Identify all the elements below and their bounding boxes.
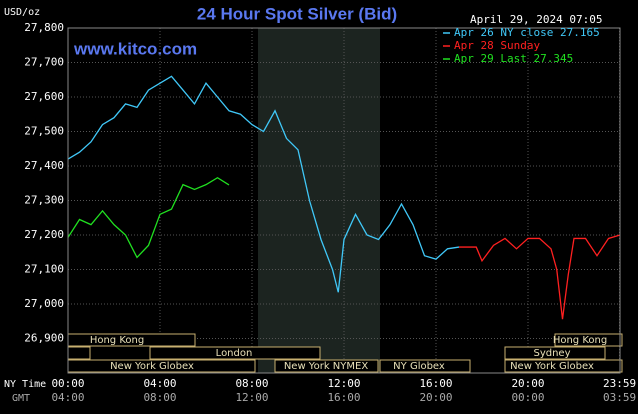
session-label: New York NYMEX [284, 361, 369, 372]
session-box [274, 359, 379, 373]
legend-label: Apr 28 Sunday [454, 39, 540, 52]
x-tick-label: 04:00 [143, 377, 176, 390]
session-label: Hong Kong [553, 335, 607, 346]
x-tick-label: 08:00 [235, 377, 268, 390]
legend-label: Apr 29 Last 27.345 [454, 52, 573, 65]
x2-tick-label: 04:00 [51, 391, 84, 404]
session-label: Sydney [533, 348, 570, 359]
session-box [379, 359, 471, 373]
price-line [459, 234, 621, 320]
y-tick-label: 27,000 [24, 297, 64, 310]
shaded-hours [258, 28, 380, 373]
x2-tick-label: 16:00 [327, 391, 360, 404]
timestamp: April 29, 2024 07:05 [470, 13, 602, 26]
x-tick-label: 00:00 [51, 377, 84, 390]
session-box [554, 333, 623, 347]
x-tick-label: 16:00 [419, 377, 452, 390]
sessions: Hong Kong Hong Kong London Sydney New Yo… [67, 333, 623, 373]
session-box [504, 359, 623, 373]
session-label: New York Globex [110, 361, 194, 372]
x2-axis-label: GMT [12, 393, 30, 404]
y-unit: USD/oz [4, 7, 40, 18]
y-tick-label: 27,200 [24, 228, 64, 241]
session-label: London [216, 348, 253, 359]
x2-tick-label: 00:00 [511, 391, 544, 404]
x-tick-label: 23:59 [603, 377, 636, 390]
x-axis-label: NY Time [4, 379, 46, 390]
y-tick-label: 27,400 [24, 159, 64, 172]
x2-tick-label: 20:00 [419, 391, 452, 404]
plot-frame [67, 27, 621, 374]
x-tick-label: 20:00 [511, 377, 544, 390]
y-tick-label: 27,600 [24, 90, 64, 103]
x2-tick-label: 12:00 [235, 391, 268, 404]
y-tick-label: 27,300 [24, 194, 64, 207]
session-box [504, 346, 606, 360]
website: www.kitco.com [73, 39, 197, 58]
session-box [149, 346, 321, 360]
price-line [67, 75, 460, 293]
y-tick-label: 27,100 [24, 263, 64, 276]
session-label: New York Globex [510, 361, 594, 372]
chart-title: 24 Hour Spot Silver (Bid) [197, 4, 397, 23]
x-tick-label: 12:00 [327, 377, 360, 390]
price-line [67, 176, 230, 259]
session-box [67, 346, 91, 360]
session-label: Hong Kong [90, 335, 144, 346]
legend-label: Apr 26 NY close 27.165 [454, 26, 600, 39]
y-tick-label: 26,900 [24, 332, 64, 345]
session-label: NY Globex [393, 361, 445, 372]
x2-tick-label: 08:00 [143, 391, 176, 404]
y-tick-label: 27,700 [24, 56, 64, 69]
x2-tick-label: 03:59 [603, 391, 636, 404]
y-tick-label: 27,800 [24, 21, 64, 34]
y-tick-label: 27,500 [24, 125, 64, 138]
